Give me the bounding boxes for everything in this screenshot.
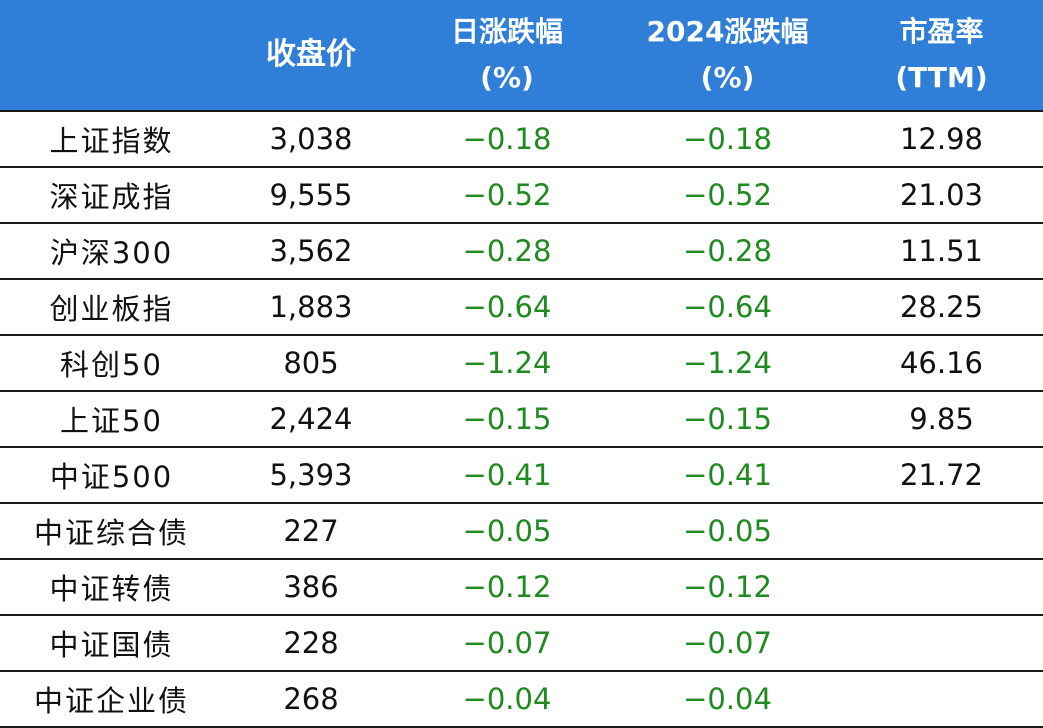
index-name-cell: 深证成指 <box>0 167 223 224</box>
header-daily-change-unit: (%) <box>480 61 534 94</box>
index-name-cell: 上证指数 <box>0 110 223 168</box>
table-row: 中证企业债 268 −0.04 −0.04 <box>0 671 1043 728</box>
close-price-cell: 9,555 <box>223 167 399 224</box>
index-name-cell: 创业板指 <box>0 279 223 336</box>
header-ytd-change-label: 2024涨跌幅 <box>646 15 809 48</box>
daily-change-cell: −1.24 <box>399 335 615 392</box>
close-price-cell: 2,424 <box>223 391 399 448</box>
daily-change-cell: −0.28 <box>399 223 615 280</box>
table-row: 科创50 805 −1.24 −1.24 46.16 <box>0 335 1043 392</box>
close-price-cell: 227 <box>223 503 399 560</box>
pe-ratio-cell: 12.98 <box>840 110 1043 168</box>
ytd-change-cell: −0.52 <box>615 167 840 224</box>
close-price-cell: 1,883 <box>223 279 399 336</box>
index-name-cell: 沪深300 <box>0 223 223 280</box>
pe-ratio-cell: 11.51 <box>840 223 1043 280</box>
close-price-cell: 228 <box>223 615 399 672</box>
index-name-cell: 科创50 <box>0 335 223 392</box>
daily-change-cell: −0.18 <box>399 110 615 168</box>
daily-change-cell: −0.52 <box>399 167 615 224</box>
daily-change-cell: −0.07 <box>399 615 615 672</box>
ytd-change-cell: −0.64 <box>615 279 840 336</box>
daily-change-cell: −0.41 <box>399 447 615 504</box>
ytd-change-cell: −0.18 <box>615 110 840 168</box>
header-close-label: 收盘价 <box>266 37 356 72</box>
pe-ratio-cell: 28.25 <box>840 279 1043 336</box>
index-name-cell: 中证综合债 <box>0 503 223 560</box>
table-row: 上证指数 3,038 −0.18 −0.18 12.98 <box>0 110 1043 168</box>
close-price-cell: 268 <box>223 671 399 728</box>
ytd-change-cell: −0.04 <box>615 671 840 728</box>
header-ytd-change: 2024涨跌幅 (%) <box>615 0 840 111</box>
pe-ratio-cell <box>840 615 1043 672</box>
daily-change-cell: −0.15 <box>399 391 615 448</box>
table-row: 中证国债 228 −0.07 −0.07 <box>0 615 1043 672</box>
ytd-change-cell: −0.41 <box>615 447 840 504</box>
table-row: 沪深300 3,562 −0.28 −0.28 11.51 <box>0 223 1043 280</box>
table-body: 上证指数 3,038 −0.18 −0.18 12.98 深证成指 9,555 −0.52 −0… <box>0 110 1043 728</box>
close-price-cell: 3,562 <box>223 223 399 280</box>
header-daily-change-label: 日涨跌幅 <box>450 15 563 48</box>
index-name-cell: 中证转债 <box>0 559 223 616</box>
ytd-change-cell: −1.24 <box>615 335 840 392</box>
header-daily-change: 日涨跌幅 (%) <box>399 0 615 111</box>
pe-ratio-cell: 21.03 <box>840 167 1043 224</box>
index-name-cell: 上证50 <box>0 391 223 448</box>
header-pe-label: 市盈率 <box>899 15 984 48</box>
pe-ratio-cell: 46.16 <box>840 335 1043 392</box>
ytd-change-cell: −0.05 <box>615 503 840 560</box>
daily-change-cell: −0.12 <box>399 559 615 616</box>
pe-ratio-cell: 9.85 <box>840 391 1043 448</box>
table-row: 中证500 5,393 −0.41 −0.41 21.72 <box>0 447 1043 504</box>
pe-ratio-cell <box>840 503 1043 560</box>
index-name-cell: 中证国债 <box>0 615 223 672</box>
header-pe-unit: (TTM) <box>895 61 988 94</box>
close-price-cell: 805 <box>223 335 399 392</box>
table-row: 中证转债 386 −0.12 −0.12 <box>0 559 1043 616</box>
header-close: 收盘价 <box>223 0 399 111</box>
header-row: 收盘价 日涨跌幅 (%) 2024涨跌幅 (%) 市盈率 (TTM) <box>0 0 1043 111</box>
pe-ratio-cell: 21.72 <box>840 447 1043 504</box>
daily-change-cell: −0.05 <box>399 503 615 560</box>
pe-ratio-cell <box>840 671 1043 728</box>
close-price-cell: 3,038 <box>223 110 399 168</box>
table-row: 中证综合债 227 −0.05 −0.05 <box>0 503 1043 560</box>
close-price-cell: 5,393 <box>223 447 399 504</box>
table-row: 深证成指 9,555 −0.52 −0.52 21.03 <box>0 167 1043 224</box>
pe-ratio-cell <box>840 559 1043 616</box>
ytd-change-cell: −0.12 <box>615 559 840 616</box>
index-name-cell: 中证500 <box>0 447 223 504</box>
table-row: 创业板指 1,883 −0.64 −0.64 28.25 <box>0 279 1043 336</box>
ytd-change-cell: −0.28 <box>615 223 840 280</box>
header-index <box>0 0 223 111</box>
daily-change-cell: −0.64 <box>399 279 615 336</box>
ytd-change-cell: −0.07 <box>615 615 840 672</box>
header-ytd-change-unit: (%) <box>700 61 755 94</box>
table-row: 上证50 2,424 −0.15 −0.15 9.85 <box>0 391 1043 448</box>
ytd-change-cell: −0.15 <box>615 391 840 448</box>
index-name-cell: 中证企业债 <box>0 671 223 728</box>
close-price-cell: 386 <box>223 559 399 616</box>
header-pe: 市盈率 (TTM) <box>840 0 1043 111</box>
daily-change-cell: −0.04 <box>399 671 615 728</box>
